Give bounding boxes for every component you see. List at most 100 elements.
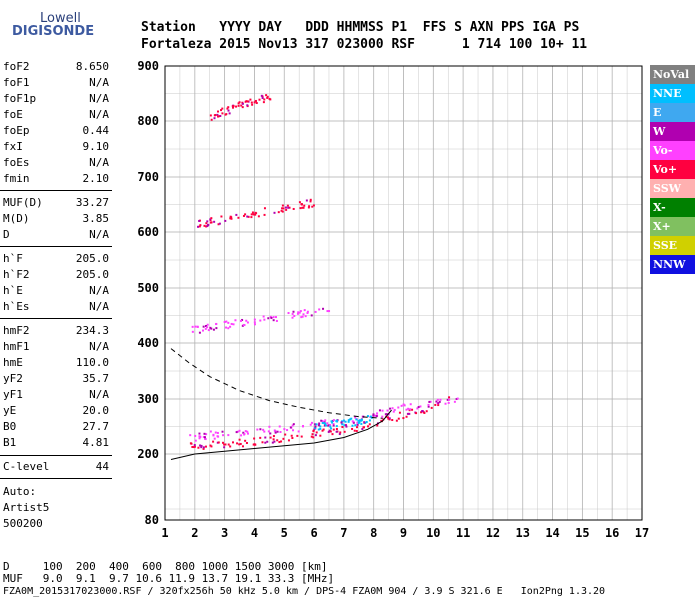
x-tick-label: 10	[426, 526, 440, 540]
trace-point	[247, 215, 250, 218]
trace-point	[340, 421, 343, 424]
trace-point	[300, 203, 303, 206]
param-value: 2.10	[82, 172, 110, 185]
trace-point	[314, 427, 317, 430]
param-value: N/A	[89, 340, 109, 353]
trace-point	[388, 417, 391, 420]
param-value: 33.27	[75, 196, 109, 209]
trace-point	[300, 316, 303, 319]
trace-point	[411, 408, 414, 411]
trace-point	[284, 206, 287, 209]
param-value: 35.7	[82, 372, 110, 385]
trace-point	[453, 400, 456, 403]
trace-point	[447, 401, 450, 404]
trace-point	[273, 211, 276, 214]
trace-point	[232, 105, 235, 108]
trace-point	[262, 315, 265, 318]
trace-point	[246, 215, 249, 218]
param-label: hmF1	[3, 340, 30, 353]
muf-row: MUF 9.0 9.1 9.7 10.6 11.9 13.7 19.1 33.3…	[3, 572, 335, 585]
trace-point	[446, 398, 449, 401]
trace-point	[204, 438, 207, 441]
trace-point	[330, 427, 333, 430]
trace-point	[355, 429, 358, 432]
trace-point	[221, 112, 224, 115]
trace-point	[355, 418, 358, 421]
trace-point	[332, 424, 335, 427]
trace-point	[327, 424, 330, 427]
trace-point	[373, 414, 376, 417]
trace-point	[321, 429, 324, 432]
trace-point	[287, 439, 290, 442]
trace-point	[245, 319, 248, 322]
trace-point	[272, 435, 275, 438]
trace-point	[297, 311, 300, 314]
trace-point	[225, 113, 228, 116]
trace-point	[425, 410, 428, 413]
trace-point	[274, 431, 277, 434]
trace-point	[277, 211, 280, 214]
trace-point	[332, 428, 335, 431]
param-label: yF2	[3, 372, 23, 385]
trace-point	[381, 415, 384, 418]
trace-point	[263, 213, 266, 216]
auto-label: Auto:	[3, 485, 37, 498]
trace-point	[194, 439, 197, 442]
trace-point	[215, 327, 218, 330]
param-label: yF1	[3, 388, 23, 401]
trace-point	[273, 440, 276, 443]
trace-point	[456, 397, 459, 400]
trace-point	[229, 445, 232, 448]
trace-point	[306, 310, 309, 313]
trace-point	[296, 312, 299, 315]
trace-point	[375, 415, 378, 418]
param-row: B0 27.7	[3, 420, 109, 436]
trace-point	[354, 416, 357, 419]
trace-point	[448, 398, 451, 401]
trace-point	[194, 434, 197, 437]
trace-point	[214, 114, 217, 117]
param-value: 0.44	[82, 124, 110, 137]
trace-point	[259, 428, 262, 431]
trace-point	[278, 425, 281, 428]
trace-point	[230, 216, 233, 219]
trace-point	[323, 422, 326, 425]
trace-point	[436, 398, 439, 401]
trace-point	[347, 419, 350, 422]
param-label: foE	[3, 108, 23, 121]
trace-point	[351, 424, 354, 427]
legend-item-e: E	[650, 103, 695, 122]
trace-point	[437, 404, 440, 407]
trace-point	[228, 112, 231, 115]
trace-point	[262, 101, 265, 104]
trace-point	[301, 206, 304, 209]
trace-point	[269, 432, 272, 435]
trace-point	[397, 406, 400, 409]
trace-point	[259, 319, 262, 322]
trace-point	[224, 443, 227, 446]
trace-point	[202, 446, 205, 449]
trace-point	[285, 208, 288, 211]
trace-point	[311, 205, 314, 208]
trace-point	[335, 425, 338, 428]
trace-point	[209, 114, 212, 117]
trace-point	[408, 412, 411, 415]
trace-point	[335, 428, 338, 431]
trace-point	[291, 437, 294, 440]
trace-point	[341, 426, 344, 429]
trace-point	[416, 407, 419, 410]
param-value: 20.0	[82, 404, 110, 417]
trace-point	[222, 434, 225, 437]
trace-point	[191, 330, 194, 333]
trace-point	[400, 404, 403, 407]
param-label: foF2	[3, 60, 30, 73]
trace-point	[339, 431, 342, 434]
trace-point	[289, 426, 292, 429]
x-tick-label: 3	[221, 526, 228, 540]
trace-point	[364, 421, 367, 424]
trace-point	[219, 114, 222, 117]
trace-point	[216, 431, 219, 434]
trace-point	[372, 413, 375, 416]
trace-point	[309, 423, 312, 426]
trace-point	[230, 217, 233, 220]
